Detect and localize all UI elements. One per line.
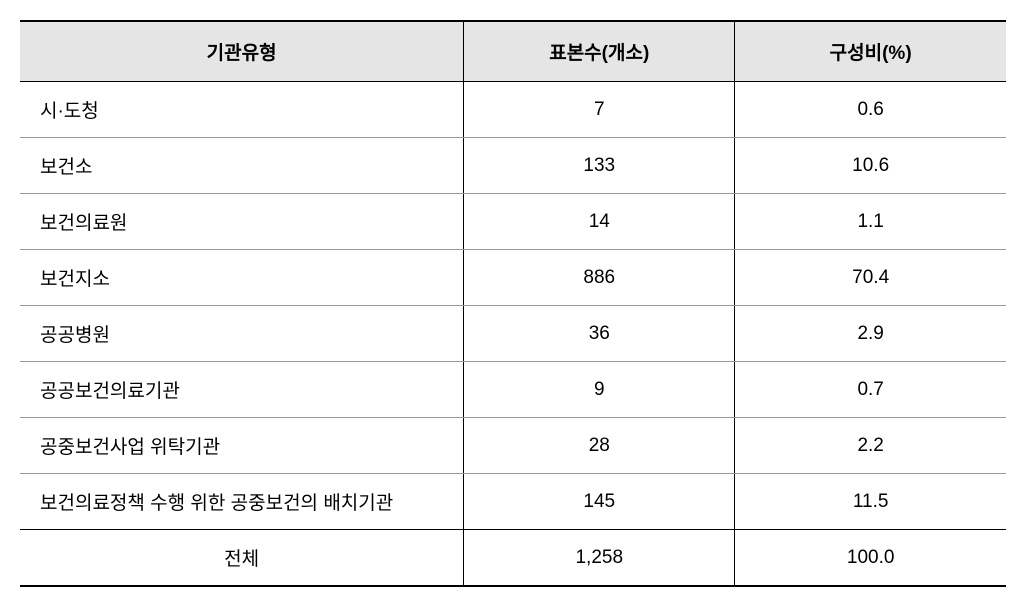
cell-count: 14 <box>464 194 735 250</box>
cell-type: 보건의료원 <box>20 194 464 250</box>
table-row: 보건의료정책 수행 위한 공중보건의 배치기관 145 11.5 <box>20 474 1006 530</box>
table-body: 시·도청 7 0.6 보건소 133 10.6 보건의료원 14 1.1 보건지… <box>20 82 1006 587</box>
cell-type: 시·도청 <box>20 82 464 138</box>
cell-count: 9 <box>464 362 735 418</box>
cell-ratio-total: 100.0 <box>735 530 1006 587</box>
cell-count: 133 <box>464 138 735 194</box>
column-header-ratio: 구성비(%) <box>735 21 1006 82</box>
column-header-count: 표본수(개소) <box>464 21 735 82</box>
cell-ratio: 0.7 <box>735 362 1006 418</box>
total-row: 전체 1,258 100.0 <box>20 530 1006 587</box>
cell-ratio: 1.1 <box>735 194 1006 250</box>
table-header: 기관유형 표본수(개소) 구성비(%) <box>20 21 1006 82</box>
cell-type: 보건지소 <box>20 250 464 306</box>
header-row: 기관유형 표본수(개소) 구성비(%) <box>20 21 1006 82</box>
table-container: 기관유형 표본수(개소) 구성비(%) 시·도청 7 0.6 보건소 133 1… <box>20 20 1006 587</box>
cell-ratio: 11.5 <box>735 474 1006 530</box>
cell-type: 공중보건사업 위탁기관 <box>20 418 464 474</box>
cell-ratio: 70.4 <box>735 250 1006 306</box>
cell-count: 886 <box>464 250 735 306</box>
cell-type: 공공보건의료기관 <box>20 362 464 418</box>
column-header-type: 기관유형 <box>20 21 464 82</box>
table-row: 공공보건의료기관 9 0.7 <box>20 362 1006 418</box>
cell-count: 28 <box>464 418 735 474</box>
cell-type-total: 전체 <box>20 530 464 587</box>
cell-ratio: 2.9 <box>735 306 1006 362</box>
table-row: 시·도청 7 0.6 <box>20 82 1006 138</box>
cell-type: 보건소 <box>20 138 464 194</box>
cell-ratio: 0.6 <box>735 82 1006 138</box>
cell-count: 7 <box>464 82 735 138</box>
table-row: 공공병원 36 2.9 <box>20 306 1006 362</box>
table-row: 보건소 133 10.6 <box>20 138 1006 194</box>
table-row: 공중보건사업 위탁기관 28 2.2 <box>20 418 1006 474</box>
institution-table: 기관유형 표본수(개소) 구성비(%) 시·도청 7 0.6 보건소 133 1… <box>20 20 1006 587</box>
cell-ratio: 10.6 <box>735 138 1006 194</box>
cell-type: 보건의료정책 수행 위한 공중보건의 배치기관 <box>20 474 464 530</box>
cell-ratio: 2.2 <box>735 418 1006 474</box>
table-row: 보건의료원 14 1.1 <box>20 194 1006 250</box>
cell-count-total: 1,258 <box>464 530 735 587</box>
cell-count: 145 <box>464 474 735 530</box>
cell-count: 36 <box>464 306 735 362</box>
table-row: 보건지소 886 70.4 <box>20 250 1006 306</box>
cell-type: 공공병원 <box>20 306 464 362</box>
